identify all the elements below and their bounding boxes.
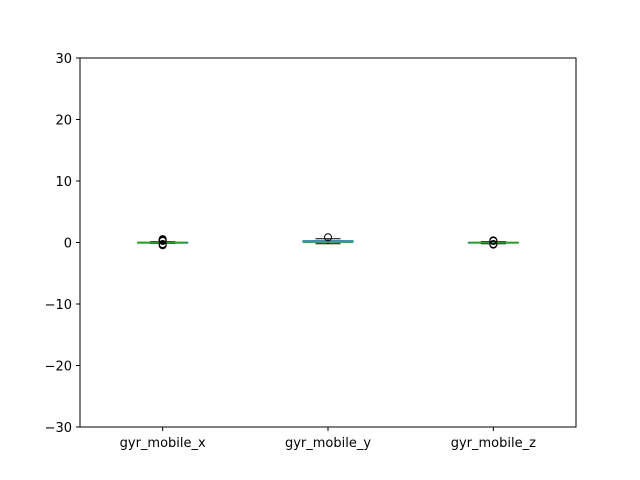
plot-marks [137,233,519,250]
box-gyr_mobile_z [467,236,519,249]
box-gyr_mobile_y [302,233,354,245]
outlier-point [489,236,498,245]
outlier-point [158,236,167,245]
outlier-point [489,240,498,249]
y-tick-label: −30 [45,421,72,436]
y-tick-label: −10 [45,298,72,313]
outlier-point [324,233,332,242]
y-tick-label: −20 [45,360,72,375]
y-tick-label: 20 [55,114,72,129]
x-tick-label: gyr_mobile_z [451,436,536,451]
y-tick-label: 0 [64,237,72,252]
box-gyr_mobile_x [137,235,189,250]
y-tick-label: 10 [55,175,72,190]
y-tick-label: 30 [55,52,72,67]
x-axis: gyr_mobile_x gyr_mobile_y gyr_mobile_z [120,427,536,451]
y-axis: −30 −20 −10 0 10 20 30 [45,52,80,436]
x-tick-label: gyr_mobile_y [285,436,371,451]
x-tick-label: gyr_mobile_x [120,436,206,451]
outlier-point [158,241,167,250]
